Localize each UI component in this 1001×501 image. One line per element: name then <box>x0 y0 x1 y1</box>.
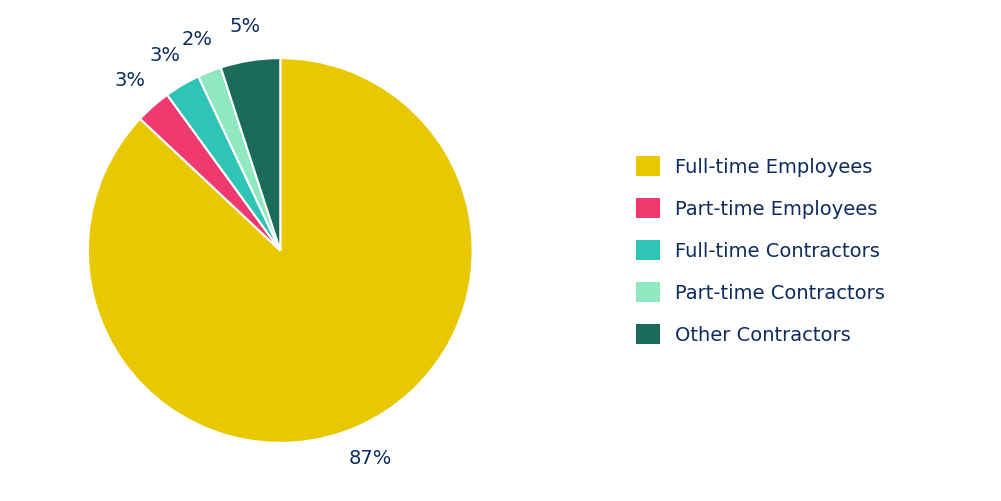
Text: 2%: 2% <box>181 30 212 49</box>
Text: 3%: 3% <box>149 46 180 65</box>
Text: 87%: 87% <box>348 449 392 468</box>
Wedge shape <box>198 68 280 250</box>
Wedge shape <box>221 58 280 250</box>
Legend: Full-time Employees, Part-time Employees, Full-time Contractors, Part-time Contr: Full-time Employees, Part-time Employees… <box>627 147 895 354</box>
Wedge shape <box>140 95 280 250</box>
Text: 3%: 3% <box>115 71 146 90</box>
Text: 5%: 5% <box>229 17 260 36</box>
Wedge shape <box>88 58 472 443</box>
Wedge shape <box>167 77 280 250</box>
